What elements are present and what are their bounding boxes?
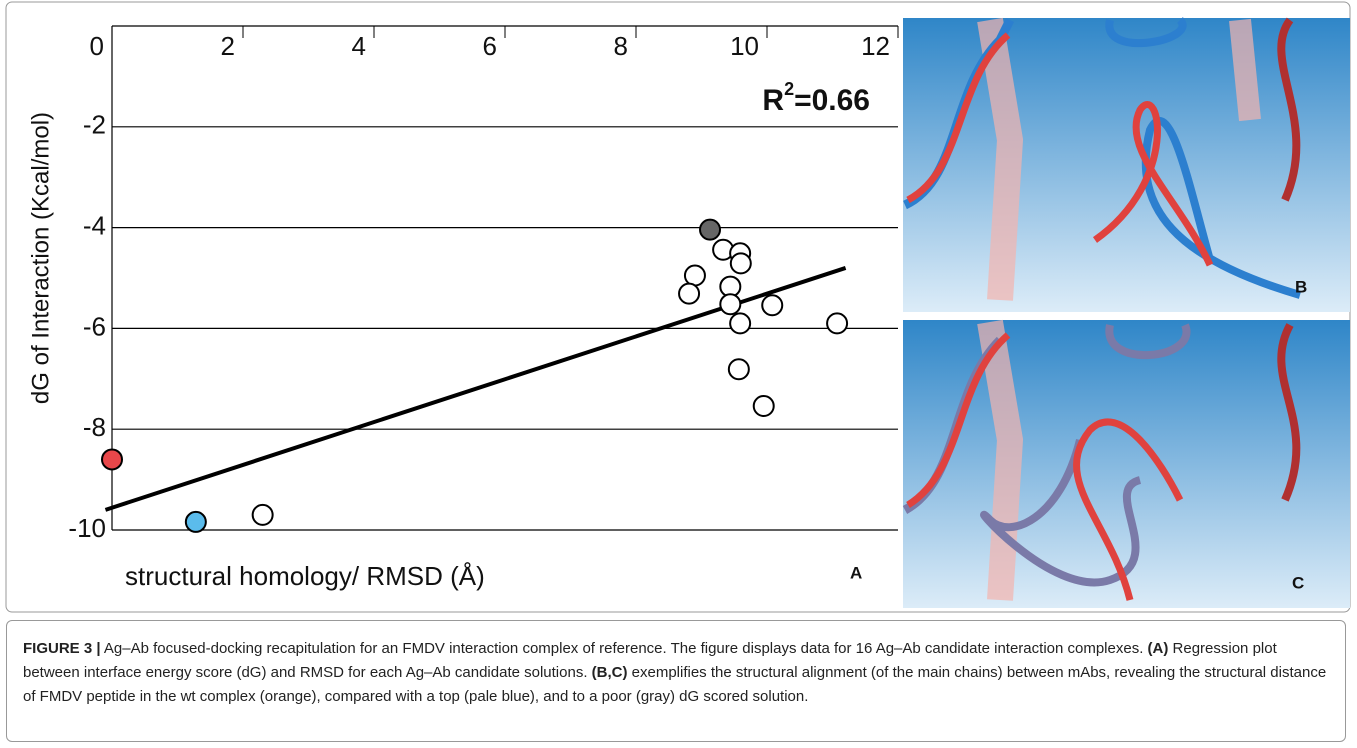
point — [731, 253, 751, 273]
panel-label: C — [1292, 573, 1304, 592]
point — [685, 265, 705, 285]
point — [253, 505, 273, 525]
y-tick-label: -8 — [83, 412, 106, 442]
panel-label: A — [850, 563, 862, 582]
caption-text: Ag–Ab focused-docking recapitulation for… — [101, 640, 1148, 657]
x-tick-label: 0 — [90, 31, 104, 61]
y-tick-label: -4 — [83, 210, 106, 240]
annotation: R2=0.66 — [762, 79, 870, 117]
x-tick-label: 8 — [614, 31, 628, 61]
point — [762, 295, 782, 315]
x-tick-label: 4 — [352, 31, 366, 61]
page: B C 0 2 4 6 8 10 12 -10 -8 -6 -4 -2 dG of Interactio… — [0, 0, 1357, 748]
x-tick-label: 12 — [861, 31, 890, 61]
point — [102, 449, 122, 469]
caption-label: FIGURE 3 | — [23, 640, 101, 657]
point — [730, 313, 750, 333]
caption-bold: (B,C) — [592, 664, 628, 681]
panel-label: B — [1295, 277, 1307, 296]
x-tick-label: 6 — [483, 31, 497, 61]
structure-panel-c: C — [903, 320, 1350, 608]
caption-bold: (A) — [1148, 640, 1169, 657]
point — [720, 294, 740, 314]
y-axis-title: dG of Interaction (Kcal/mol) — [27, 112, 54, 404]
annotation-part: 2 — [784, 79, 794, 99]
point — [700, 220, 720, 240]
x-tick-label: 2 — [221, 31, 235, 61]
x-tick-label: 10 — [730, 31, 759, 61]
point — [827, 313, 847, 333]
point — [679, 284, 699, 304]
point — [754, 396, 774, 416]
caption: FIGURE 3 | Ag–Ab focused-docking recapit… — [6, 620, 1346, 742]
figure: B C 0 2 4 6 8 10 12 -10 -8 -6 -4 -2 dG of Interactio… — [0, 0, 1357, 616]
structure-panel-b: B — [903, 18, 1350, 312]
scatter-plot: 0 2 4 6 8 10 12 -10 -8 -6 -4 -2 dG of Interaction (K… — [27, 26, 898, 591]
point — [729, 359, 749, 379]
y-tick-label: -2 — [83, 110, 106, 140]
annotation-part: =0.66 — [794, 84, 870, 117]
annotation-part: R — [762, 84, 784, 117]
point — [186, 512, 206, 532]
y-tick-label: -6 — [83, 311, 106, 341]
x-axis-title: structural homology/ RMSD (Å) — [125, 561, 485, 591]
y-tick-label: -10 — [68, 513, 106, 543]
